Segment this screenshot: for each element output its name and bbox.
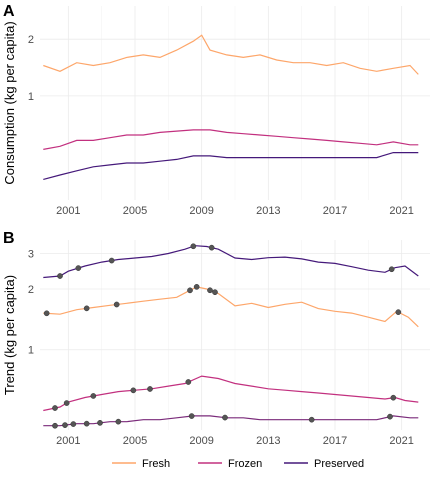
trend-point [185,379,192,385]
series-line-preserved [43,152,419,180]
y-tick-label: 1 [28,91,34,103]
y-tick-label: 3 [28,249,34,261]
x-tick-label: 2021 [389,205,413,217]
trend-point [208,244,215,251]
y-axis-title: Consumption (kg per capita) [2,21,17,184]
panel-a-letter: A [3,3,15,20]
trend-point [390,394,397,401]
trend-point [97,420,103,426]
trend-point [52,422,58,429]
trend-point [90,393,97,399]
x-tick-label: 2017 [323,435,347,447]
x-tick-label: 2001 [56,205,80,217]
trend-point [108,257,115,264]
x-tick-label: 2021 [389,435,413,447]
trend-point [57,273,63,279]
trend-point [387,413,393,420]
panel-b-letter: B [3,230,15,247]
trend-point [308,416,315,423]
x-tick-label: 2009 [189,435,213,447]
x-tick-label: 2013 [256,435,280,447]
trend-point [70,421,77,427]
x-tick-label: 2005 [123,435,147,447]
y-tick-label: 2 [28,34,34,46]
trend-point [190,243,197,250]
x-tick-label: 2005 [123,205,147,217]
legend-label-preserved: Preserved [314,458,364,470]
trend-point [62,422,68,428]
legend-label-fresh: Fresh [142,458,170,470]
trend-point [83,305,90,312]
series-line-fresh [43,286,419,328]
trend-point [187,287,193,294]
trend-point [130,387,137,394]
trend-point [395,309,402,316]
trend-point [222,414,228,421]
trend-point [388,266,395,273]
legend: Fresh Frozen Preserved [112,458,364,470]
trend-point [83,420,90,427]
trend-point [147,386,153,392]
trend-point [188,413,195,419]
y-axis-title: Trend (kg per capita) [2,275,17,395]
trend-point [193,284,200,290]
series-line-fresh [43,34,419,75]
trend-point [63,400,70,406]
series-line-frozen [43,129,419,150]
series-line-preserved_low [43,415,419,427]
y-tick-label: 1 [28,345,34,357]
trend-point [113,301,120,308]
trend-point [75,265,82,271]
panel-b-chart: 1 2 3 2001 2005 2009 2013 2017 2021 Trend (kg per… [2,240,430,447]
x-tick-label: 2001 [56,435,80,447]
trend-point [207,287,213,294]
trend-point [43,310,50,317]
legend-label-frozen: Frozen [228,458,262,470]
x-tick-label: 2017 [323,205,347,217]
y-tick-label: 2 [28,284,34,296]
x-tick-label: 2013 [256,205,280,217]
trend-point [52,405,58,411]
series-line-preserved [43,245,419,279]
trend-point [115,418,122,425]
series-line-frozen [43,375,419,412]
panel-a-chart: 1 2 2001 2005 2009 2013 2017 2021 Consumption (k… [2,6,430,217]
trend-point [212,289,218,296]
x-tick-label: 2009 [189,205,213,217]
